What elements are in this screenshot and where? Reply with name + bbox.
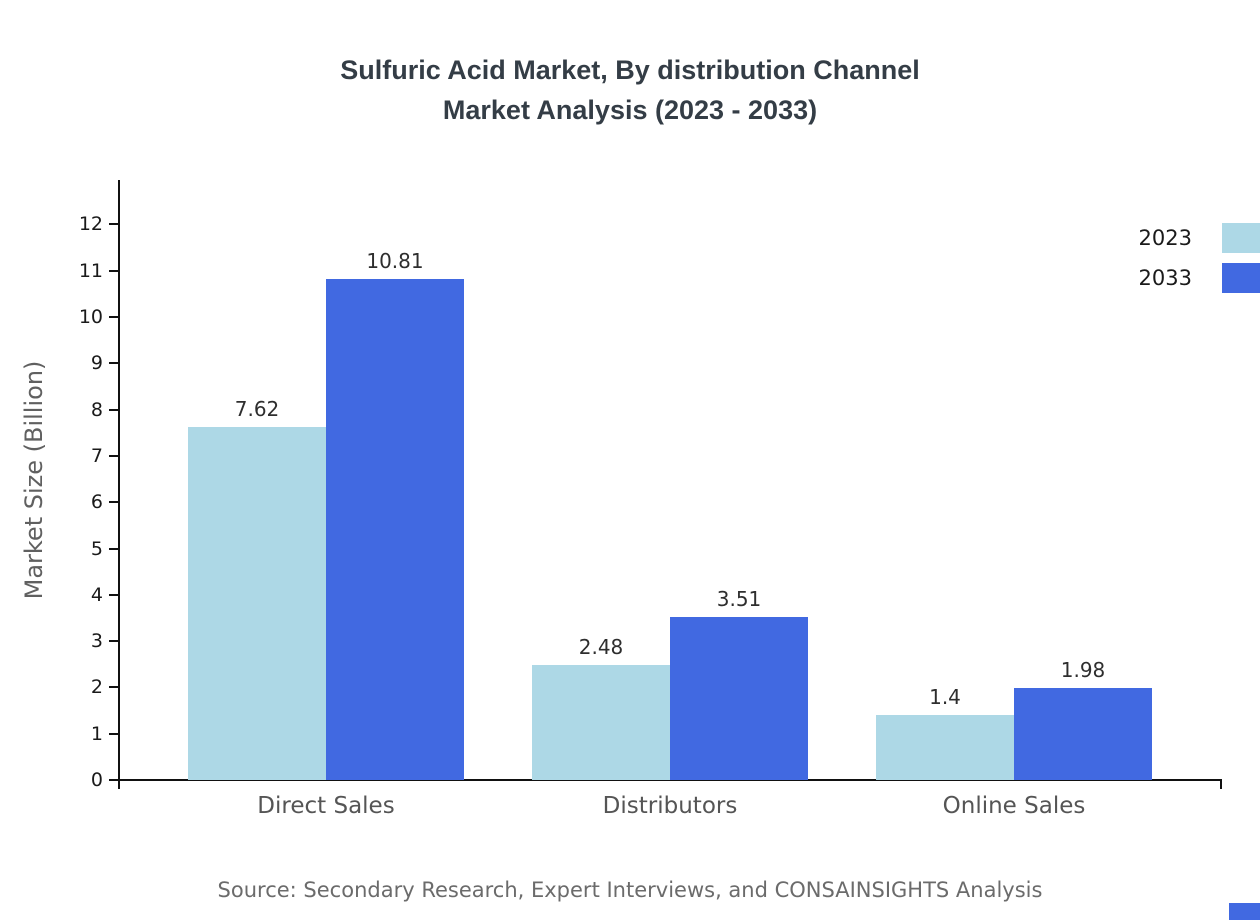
y-tick-label: 12 (78, 213, 103, 236)
y-tick-label: 0 (90, 769, 103, 791)
legend: 2023 2033 (940, 223, 1260, 303)
y-tick-label: 7 (90, 444, 103, 467)
bar-2033-online-sales (1014, 688, 1152, 780)
y-tick-mark (109, 454, 118, 457)
x-axis-end-tick (1220, 781, 1222, 789)
y-tick-mark (109, 686, 118, 689)
source-text: Source: Secondary Research, Expert Inter… (217, 878, 1043, 902)
y-tick-mark (109, 223, 118, 226)
legend-swatch-2033 (1222, 263, 1260, 293)
bar-value-label-2033-online-sales: 1.98 (1060, 658, 1106, 682)
legend-row-2023: 2023 (940, 223, 1260, 253)
bar-2023-distributors (532, 665, 670, 780)
y-tick-mark (109, 547, 118, 550)
legend-row-2033: 2033 (940, 263, 1260, 293)
bar-value-label-2023-distributors: 2.48 (578, 635, 624, 659)
y-tick-label: 4 (90, 583, 103, 606)
y-tick-label: 10 (78, 306, 103, 328)
y-tick-mark (109, 362, 118, 365)
y-tick-mark (109, 408, 118, 411)
y-tick-label: 6 (90, 491, 103, 514)
bar-2023-online-sales (876, 715, 1014, 780)
y-tick-mark (109, 732, 118, 735)
bar-value-label-2023-online-sales: 1.4 (929, 685, 961, 709)
legend-label-2023: 2023 (1138, 226, 1192, 250)
y-tick-mark (109, 779, 118, 781)
bar-2033-direct-sales (326, 279, 464, 780)
bar-value-label-2023-direct-sales: 7.62 (234, 397, 280, 421)
y-tick-label: 8 (90, 398, 103, 421)
y-tick-label: 11 (78, 259, 103, 282)
bar-value-label-2033-distributors: 3.51 (716, 587, 762, 611)
y-tick-mark (109, 593, 118, 596)
legend-label-2033: 2033 (1138, 266, 1192, 290)
plot-area: 0 1 2 3 4 5 6 7 8 9 10 11 12 7.62 10.81 2.48 3.51 1.4 1.9… (79, 180, 1222, 819)
x-category-label-distributors: Distributors (602, 793, 738, 819)
chart-title: Sulfuric Acid Market, By distribution Ch… (0, 50, 1260, 130)
y-tick-label: 3 (90, 630, 103, 653)
bar-2023-direct-sales (188, 427, 326, 780)
chart-title-line1: Sulfuric Acid Market, By distribution Ch… (340, 55, 920, 85)
chart-title-line2: Market Analysis (2023 - 2033) (442, 95, 818, 125)
legend-swatch-2023 (1222, 223, 1260, 253)
y-axis-label: Market Size (Billion) (20, 360, 48, 600)
y-tick-label: 9 (90, 352, 103, 375)
x-category-label-direct-sales: Direct Sales (257, 793, 395, 819)
bar-2033-distributors (670, 617, 808, 780)
y-tick-label: 1 (90, 722, 103, 745)
y-tick-label: 5 (90, 537, 103, 560)
bar-value-label-2033-direct-sales: 10.81 (366, 249, 424, 273)
corner-accent (1229, 903, 1260, 920)
x-axis-line (118, 779, 1222, 781)
x-category-label-online-sales: Online Sales (942, 793, 1086, 819)
y-tick-mark (109, 640, 118, 643)
y-tick-mark (109, 316, 118, 318)
y-axis-line (118, 180, 120, 789)
y-tick-mark (109, 501, 118, 504)
y-tick-mark (109, 269, 118, 272)
y-tick-label: 2 (90, 676, 103, 699)
